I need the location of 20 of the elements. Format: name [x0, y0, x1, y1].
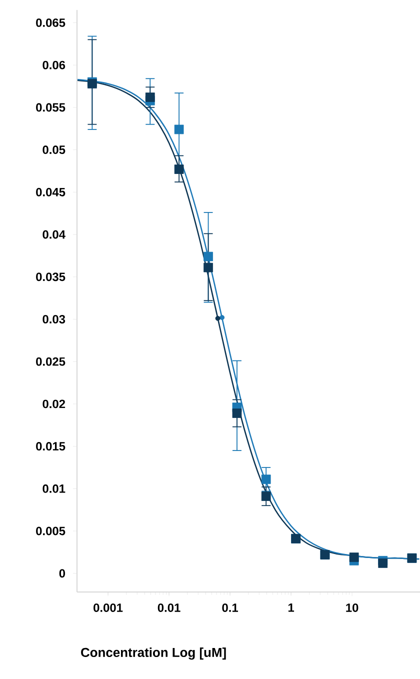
y-tick-label: 0.01 — [42, 484, 66, 493]
y-tick-label: 0.04 — [42, 230, 66, 239]
x-tick-label: 0.001 — [94, 603, 123, 612]
x-tick-label: 10 — [346, 603, 358, 612]
x-tick-label: 1 — [288, 603, 294, 612]
x-tick-label: 0.1 — [222, 603, 238, 612]
y-tick-label: 0.035 — [36, 272, 66, 282]
y-tick-label: 0.06 — [42, 60, 66, 70]
y-tick-label: 0 — [59, 569, 66, 578]
y-tick-label: 0.005 — [36, 526, 66, 536]
y-tick-label: 0.045 — [36, 188, 66, 196]
y-tick-label: 0.055 — [36, 103, 66, 112]
x-tick-label: 0.01 — [158, 603, 180, 612]
y-tick-label: 0.065 — [36, 18, 66, 27]
y-tick-label: 0.02 — [42, 400, 66, 408]
y-tick-label: 0.025 — [36, 357, 66, 366]
y-tick-label: 0.05 — [42, 146, 66, 154]
y-tick-label: 0.015 — [36, 442, 66, 451]
x-axis-title: Concentration Log [uM] — [81, 648, 226, 660]
y-tick-label: 0.03 — [42, 314, 66, 324]
